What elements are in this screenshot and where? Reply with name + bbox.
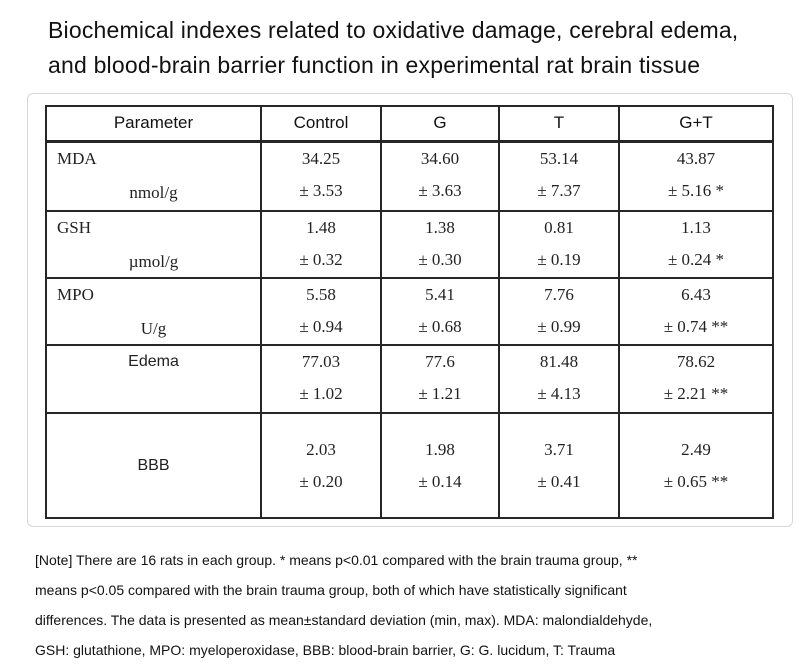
parameter-unit: nmol/g [129,182,178,202]
mean-value: 78.62 [676,352,716,371]
parameter-name: GSH [57,218,92,237]
value-cell-gsh-g: 1.38 ± 0.30 [380,210,500,279]
table-row-bbb: BBB 2.03 ± 0.20 1.98 ± 0.14 3.71 ± 0.41 … [45,412,774,519]
mean-value: 5.58 [306,285,336,304]
parameter-unit: U/g [140,319,167,338]
value-cell-edema-g-plus-t: 78.62 ± 2.21 ** [618,344,774,414]
value-cell-bbb-g: 1.98 ± 0.14 [380,412,500,519]
sd-value: ± 0.74 ** [663,317,729,336]
mean-value: 34.25 [301,148,341,168]
mean-value: 3.71 [544,439,574,459]
mean-value: 0.81 [544,218,574,237]
title-line-1: Biochemical indexes related to oxidative… [48,17,739,43]
mean-value: 43.87 [676,148,716,168]
sd-value: ± 3.63 [418,180,462,200]
mean-value: 5.41 [425,285,455,304]
biochemical-indexes-table: Parameter Control G T G+T MDA nmol/g 34.… [45,105,774,519]
mean-value: 2.49 [681,439,711,459]
column-header-g: G [380,105,500,143]
page-title: Biochemical indexes related to oxidative… [48,13,738,83]
sd-value: ± 1.21 [418,384,462,403]
value-cell-mpo-g-plus-t: 6.43 ± 0.74 ** [618,277,774,346]
value-cell-mda-control: 34.25 ± 3.53 [260,140,382,212]
sd-value: ± 4.13 [537,384,581,403]
mean-value: 53.14 [539,148,579,168]
value-cell-mpo-control: 5.58 ± 0.94 [260,277,382,346]
sd-value: ± 0.41 [537,471,581,491]
sd-value: ± 0.99 [537,317,581,336]
sd-value: ± 0.14 [418,471,462,491]
table-row-gsh: GSH µmol/g 1.48 ± 0.32 1.38 ± 0.30 0.81 … [45,210,774,279]
sd-value: ± 3.53 [299,180,343,200]
value-cell-gsh-t: 0.81 ± 0.19 [498,210,620,279]
sd-value: ± 2.21 ** [663,384,729,403]
value-cell-bbb-control: 2.03 ± 0.20 [260,412,382,519]
sd-value: ± 0.94 [299,317,343,336]
sd-value: ± 0.32 [299,250,343,269]
sd-value: ± 0.30 [418,250,462,269]
sd-value: ± 7.37 [537,180,581,200]
parameter-name: Edema [128,353,179,370]
sd-value: ± 0.24 * [667,250,725,269]
value-cell-gsh-g-plus-t: 1.13 ± 0.24 * [618,210,774,279]
sd-value: ± 1.02 [299,384,343,403]
sd-value: ± 0.68 [418,317,462,336]
sd-value: ± 0.20 [299,471,343,491]
footnote-line-3: differences. The data is presented as me… [35,612,653,628]
parameter-name: MDA [57,148,97,168]
parameter-name: MPO [57,285,94,304]
parameter-cell-edema: Edema [45,344,262,414]
mean-value: 1.98 [425,439,455,459]
column-header-g-plus-t: G+T [618,105,774,143]
value-cell-mda-g-plus-t: 43.87 ± 5.16 * [618,140,774,212]
mean-value: 7.76 [544,285,574,304]
value-cell-bbb-g-plus-t: 2.49 ± 0.65 ** [618,412,774,519]
mean-value: 6.43 [681,285,711,304]
value-cell-bbb-t: 3.71 ± 0.41 [498,412,620,519]
column-header-control: Control [260,105,382,143]
parameter-cell-gsh: GSH µmol/g [45,210,262,279]
sd-value: ± 0.19 [537,250,581,269]
footnote: [Note] There are 16 rats in each group. … [35,545,785,665]
parameter-unit: µmol/g [128,252,179,271]
footnote-line-1: [Note] There are 16 rats in each group. … [35,552,638,568]
value-cell-edema-control: 77.03 ± 1.02 [260,344,382,414]
mean-value: 1.48 [306,218,336,237]
mean-value: 77.03 [301,352,341,371]
sd-value: ± 0.65 ** [663,471,729,491]
column-header-t: T [498,105,620,143]
sd-value: ± 5.16 * [667,180,725,200]
parameter-cell-mda: MDA nmol/g [45,140,262,212]
footnote-line-2: means p<0.05 compared with the brain tra… [35,582,627,598]
mean-value: 2.03 [306,439,336,459]
value-cell-mpo-g: 5.41 ± 0.68 [380,277,500,346]
footnote-line-4: GSH: glutathione, MPO: myeloperoxidase, … [35,642,616,658]
value-cell-mda-g: 34.60 ± 3.63 [380,140,500,212]
parameter-cell-mpo: MPO U/g [45,277,262,346]
table-row-edema: Edema 77.03 ± 1.02 77.6 ± 1.21 81.48 ± 4… [45,344,774,414]
mean-value: 34.60 [420,148,460,168]
mean-value: 77.6 [425,352,455,371]
header-row: Parameter Control G T G+T [45,105,774,143]
mean-value: 1.13 [681,218,711,237]
value-cell-edema-g: 77.6 ± 1.21 [380,344,500,414]
table-row-mda: MDA nmol/g 34.25 ± 3.53 34.60 ± 3.63 53.… [45,140,774,212]
value-cell-mpo-t: 7.76 ± 0.99 [498,277,620,346]
title-line-2: and blood-brain barrier function in expe… [48,52,701,78]
parameter-name: BBB [137,456,170,474]
table-row-mpo: MPO U/g 5.58 ± 0.94 5.41 ± 0.68 7.76 ± 0… [45,277,774,346]
value-cell-edema-t: 81.48 ± 4.13 [498,344,620,414]
table-frame: Parameter Control G T G+T MDA nmol/g 34.… [27,93,793,527]
mean-value: 1.38 [425,218,455,237]
value-cell-mda-t: 53.14 ± 7.37 [498,140,620,212]
parameter-cell-bbb: BBB [45,412,262,519]
column-header-parameter: Parameter [45,105,262,143]
mean-value: 81.48 [539,352,579,371]
value-cell-gsh-control: 1.48 ± 0.32 [260,210,382,279]
